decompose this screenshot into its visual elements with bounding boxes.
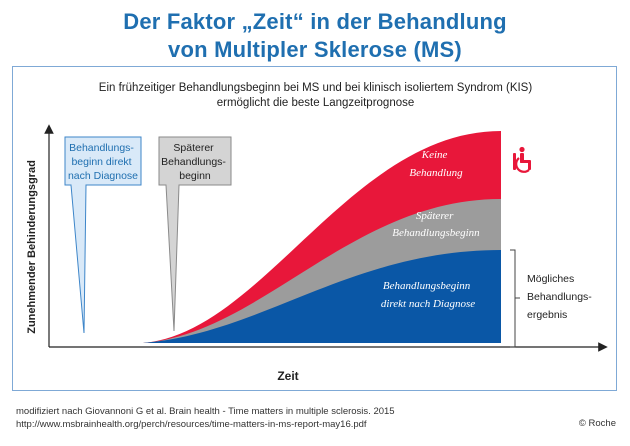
outcome-bracket	[510, 249, 520, 348]
series-label-direkt: Behandlungsbeginn direkt nach Diagnose	[381, 280, 475, 310]
callout-spaeter-pointer	[165, 184, 180, 332]
area-behandlungsbeginn-direkt	[75, 250, 501, 343]
chart-panel: Ein frühzeitiger Behandlungsbeginn bei M…	[12, 66, 617, 391]
wheelchair-icon	[513, 146, 531, 173]
y-axis-label: Zunehmender Behinderungsgrad	[26, 160, 38, 334]
subtitle-line-1: Ein frühzeitiger Behandlungsbeginn bei M…	[98, 82, 533, 94]
callout-direkt-box	[64, 136, 142, 186]
subtitle-line-2: ermöglicht die beste Langzeitprognose	[216, 97, 415, 109]
title-line-1: Der Faktor „Zeit“ in der Behandlung	[123, 9, 507, 34]
x-axis-label: Zeit	[277, 369, 298, 383]
chart-subtitle: Ein frühzeitiger Behandlungsbeginn bei M…	[13, 81, 618, 111]
copyright: © Roche	[578, 418, 616, 429]
source-citation: modifiziert nach Giovannoni G et al. Bra…	[16, 405, 395, 431]
outcome-bracket-label: Mögliches Behandlungs- ergebnis	[527, 273, 595, 321]
page-title: Der Faktor „Zeit“ in der Behandlung von …	[0, 8, 630, 64]
chart-svg: Keine Behandlung Späterer Behandlungsbeg…	[26, 124, 608, 383]
title-line-2: von Multipler Sklerose (MS)	[168, 37, 462, 62]
series-label-keine: Keine Behandlung	[409, 149, 463, 179]
callout-spaeter-box	[158, 136, 232, 186]
callout-spaeter-text: Späterer Behandlungs- beginn	[161, 142, 229, 182]
series-label-spaeter: Späterer Behandlungsbeginn	[392, 210, 480, 239]
callout-direkt-pointer	[70, 184, 87, 334]
callout-direkt-text: Behandlungs- beginn direkt nach Diagnose	[68, 142, 138, 182]
citation-url: http://www.msbrainhealth.org/perch/resou…	[16, 419, 367, 430]
citation-line-1: modifiziert nach Giovannoni G et al. Bra…	[16, 406, 395, 417]
